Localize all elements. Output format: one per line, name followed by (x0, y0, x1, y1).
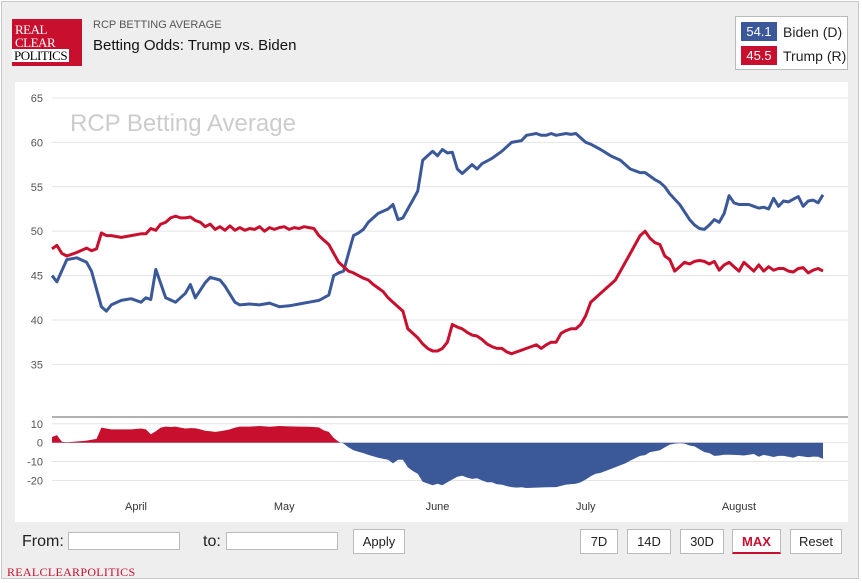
legend-label-biden: Biden (D) (783, 23, 843, 40)
legend-value-trump: 45.5 (741, 46, 777, 65)
apply-button[interactable]: Apply (353, 529, 405, 554)
legend-label-trump: Trump (R) (783, 47, 847, 64)
y-tick-label: 55 (31, 182, 43, 194)
legend-item-trump[interactable]: 45.5 Trump (R) (741, 46, 846, 65)
legend-value-biden: 54.1 (741, 22, 777, 41)
spread-y-tick-label: 0 (37, 438, 43, 450)
x-tick-label: June (426, 501, 450, 513)
y-tick-label: 40 (31, 315, 43, 327)
date-range-controls: From: to: Apply 7D 14D 30D MAX Reset (2, 525, 860, 561)
logo-line-2: CLEAR (15, 35, 56, 50)
y-tick-label: 45 (31, 271, 43, 283)
range-max-button[interactable]: MAX (732, 529, 781, 554)
y-tick-label: 35 (31, 359, 43, 371)
y-tick-label: 60 (31, 137, 43, 149)
y-tick-label: 50 (31, 226, 43, 238)
logo-line-3: POLITICS (12, 48, 70, 63)
rcp-logo: REAL CLEAR POLITICS (12, 19, 82, 66)
to-date-input[interactable] (226, 532, 338, 550)
from-date-input[interactable] (68, 532, 180, 550)
footer-brand: REALCLEARPOLITICS (7, 565, 136, 579)
chart-title: Betting Odds: Trump vs. Biden (93, 37, 297, 54)
legend-item-biden[interactable]: 54.1 Biden (D) (741, 22, 842, 41)
spread-y-tick-label: -10 (27, 457, 43, 469)
chart-kicker: RCP BETTING AVERAGE (93, 19, 222, 31)
spread-y-tick-label: 10 (31, 419, 43, 431)
x-tick-label: May (274, 501, 295, 513)
range-30d-button[interactable]: 30D (680, 529, 724, 554)
from-label: From: (22, 533, 64, 550)
logo-line-1: REAL (15, 22, 47, 37)
series-line-trump (51, 214, 824, 356)
spread-area-biden-lead (52, 442, 823, 488)
range-7d-button[interactable]: 7D (580, 529, 618, 554)
x-tick-label: August (722, 501, 756, 513)
spread-y-tick-label: -20 (27, 475, 43, 487)
legend: 54.1 Biden (D) 45.5 Trump (R) (735, 16, 848, 70)
chart-watermark: RCP Betting Average (70, 110, 296, 137)
to-label: to: (203, 533, 221, 550)
plot-area: 35 40 45 50 55 60 65 RCP Betting Average 10 0 -10 -… (15, 82, 848, 522)
reset-button[interactable]: Reset (790, 529, 842, 554)
betting-odds-chart: 35 40 45 50 55 60 65 RCP Betting Average 10 0 -10 -… (27, 93, 848, 513)
series-line-biden (50, 132, 825, 313)
x-tick-label: July (576, 501, 596, 513)
range-14d-button[interactable]: 14D (627, 529, 671, 554)
y-tick-label: 65 (31, 93, 43, 105)
x-tick-label: April (125, 501, 147, 513)
spread-area-trump-lead (52, 426, 342, 443)
